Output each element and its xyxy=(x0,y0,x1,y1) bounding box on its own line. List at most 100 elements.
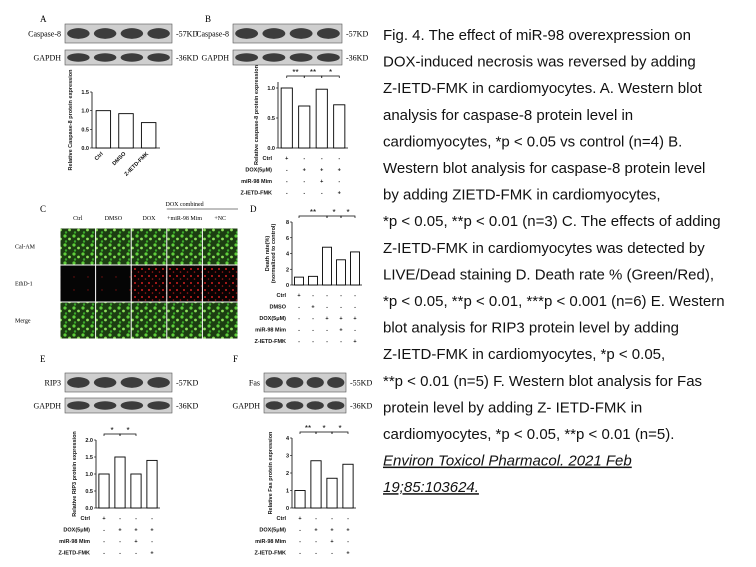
bar xyxy=(342,463,354,509)
panel-letter: B xyxy=(205,14,211,24)
condition-mark: - xyxy=(135,551,137,557)
condition-mark: - xyxy=(299,528,301,534)
blot-band xyxy=(327,401,345,410)
bar xyxy=(294,276,304,286)
blot-band xyxy=(67,401,90,410)
micrograph xyxy=(202,265,238,302)
blot-band xyxy=(93,401,117,410)
blot-strip xyxy=(64,49,173,66)
blot-label: GAPDH xyxy=(201,54,229,63)
y-tick-label: 0.0 xyxy=(85,506,93,512)
blot-band xyxy=(286,401,304,410)
caption-line: Z-IETD-FMK in cardiomyocytes was detecte… xyxy=(383,240,705,257)
panel-letter: A xyxy=(40,14,47,24)
condition-name: Ctrl xyxy=(277,293,287,299)
significance-label: * xyxy=(322,424,325,433)
condition-mark: - xyxy=(299,539,301,545)
blot-label: GAPDH xyxy=(33,54,61,63)
column-label: DOX xyxy=(143,216,157,222)
condition-mark: + xyxy=(150,551,153,557)
blot-size: -57KD xyxy=(176,30,198,39)
blot-size: -36KD xyxy=(350,402,372,411)
blot-band xyxy=(235,28,259,39)
condition-name: miR-98 Mim xyxy=(241,179,272,185)
blot-band xyxy=(147,28,170,39)
condition-mark: + xyxy=(298,516,301,522)
y-tick-label: 0.5 xyxy=(85,489,93,495)
bar xyxy=(310,460,322,509)
micrograph xyxy=(167,228,202,265)
caption-line: Z-IETD-FMK in cardiomyocytes. A. Western… xyxy=(383,80,703,97)
column-label: +miR-98 Mim xyxy=(167,216,202,222)
significance-label: ** xyxy=(310,68,316,77)
column-label: DMSO xyxy=(105,216,123,222)
condition-mark: - xyxy=(338,156,340,162)
y-tick-label: 8 xyxy=(286,220,289,226)
y-tick-label: 0.5 xyxy=(267,116,275,122)
significance-bracket xyxy=(340,215,356,218)
blot-label: Fas xyxy=(249,379,260,388)
bar xyxy=(336,259,346,286)
y-tick-label: 1.5 xyxy=(81,90,89,96)
blot-strip xyxy=(64,397,173,414)
blot-size: -36KD xyxy=(176,402,198,411)
condition-mark: - xyxy=(103,551,105,557)
condition-mark: - xyxy=(103,539,105,545)
y-tick-label: 1.5 xyxy=(85,455,93,461)
blot-band xyxy=(235,53,259,62)
condition-mark: + xyxy=(102,516,105,522)
citation: 19;85:103624. xyxy=(383,479,479,496)
micrograph xyxy=(131,228,167,265)
blot-band xyxy=(262,28,286,39)
y-tick-label: 0.0 xyxy=(81,146,89,152)
blot-label: GAPDH xyxy=(232,402,260,411)
condition-mark: - xyxy=(321,156,323,162)
blot-band xyxy=(67,28,90,39)
condition-mark: - xyxy=(315,551,317,557)
bar xyxy=(118,113,134,149)
blot-band xyxy=(286,377,304,388)
blot-band xyxy=(265,401,283,410)
blot-band xyxy=(93,53,117,62)
caption-line: Fig. 4. The effect of miR-98 overexpress… xyxy=(383,27,691,44)
caption-line: LIVE/Dead staining D. Death rate % (Gree… xyxy=(383,266,714,283)
condition-mark: - xyxy=(312,339,314,345)
y-tick-label: 1.0 xyxy=(85,472,93,478)
condition-mark: + xyxy=(311,305,314,311)
bar xyxy=(114,456,126,509)
caption-line: DOX-induced necrosis was reversed by add… xyxy=(383,54,696,71)
condition-name: DOX(5μM) xyxy=(63,528,90,534)
y-tick-label: 0.0 xyxy=(267,146,275,152)
condition-name: Z-IETD-FMK xyxy=(255,339,286,345)
significance-label: * xyxy=(346,208,349,217)
condition-mark: - xyxy=(354,328,356,334)
bar xyxy=(294,490,306,509)
condition-mark: - xyxy=(347,539,349,545)
y-axis-label: Death rate(%) xyxy=(265,236,271,272)
blot-label: RIP3 xyxy=(45,379,61,388)
blot-band xyxy=(306,377,324,388)
condition-mark: - xyxy=(340,305,342,311)
significance-label: * xyxy=(126,426,129,435)
blot-size: -36KD xyxy=(176,54,198,63)
y-tick-label: 0 xyxy=(286,506,289,512)
condition-name: miR-98 Mim xyxy=(255,328,286,334)
blot-size: -55KD xyxy=(350,379,372,388)
condition-mark: - xyxy=(151,516,153,522)
significance-bracket xyxy=(119,433,137,436)
micrograph xyxy=(202,228,238,265)
condition-mark: - xyxy=(303,179,305,185)
blot-strip xyxy=(64,372,173,393)
bar xyxy=(326,477,338,509)
condition-name: DOX(5μM) xyxy=(259,316,286,322)
condition-name: Ctrl xyxy=(81,516,91,522)
bar xyxy=(308,275,318,286)
condition-mark: + xyxy=(118,528,121,534)
condition-mark: - xyxy=(286,179,288,185)
column-label: Ctrl xyxy=(73,216,83,222)
y-tick-label: 1.0 xyxy=(81,109,89,115)
condition-name: Z-IETD-FMK xyxy=(59,551,90,557)
x-tick-label: Ctrl xyxy=(94,151,105,162)
x-tick-label: DMSO xyxy=(112,151,128,167)
condition-mark: - xyxy=(354,305,356,311)
